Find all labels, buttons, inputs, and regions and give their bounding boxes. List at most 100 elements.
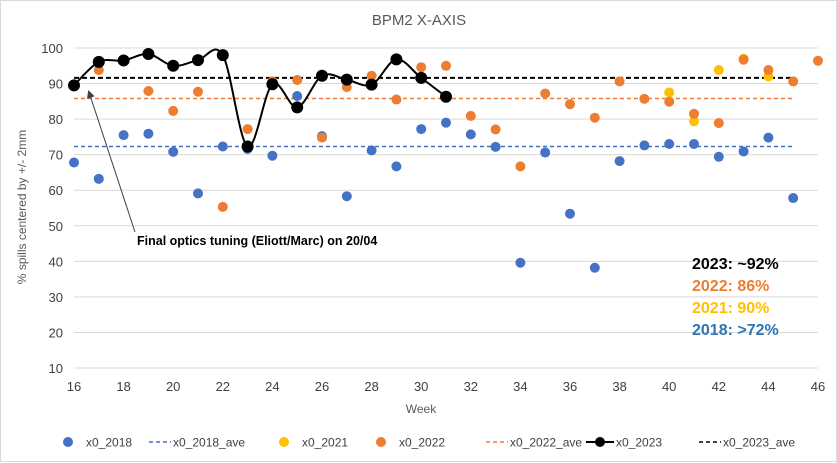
x0-2018-point <box>118 130 129 141</box>
x-tick-label: 34 <box>513 379 527 394</box>
x0-2022-point <box>515 161 526 172</box>
x0-2018-point <box>763 132 774 143</box>
x0-2023-point <box>390 53 403 66</box>
x0-2022-point <box>664 96 675 107</box>
x0-2022-point <box>143 86 154 97</box>
x-tick-label: 28 <box>364 379 378 394</box>
x0-2018-point <box>366 145 377 156</box>
x0-2018-point <box>565 208 575 219</box>
legend-swatch-x0-2018 <box>63 437 73 447</box>
x0-2021-point <box>689 116 699 127</box>
x0-2018-point <box>217 141 228 152</box>
average-lines <box>74 76 794 148</box>
x0-2018-point <box>713 151 724 162</box>
x0-2018-point <box>416 124 427 135</box>
x0-2023-point <box>167 59 180 72</box>
x0-2022-point <box>217 201 228 212</box>
x-tick-label: 40 <box>662 379 676 394</box>
x0-2022-point <box>639 93 650 104</box>
stat-label: 2022: 86% <box>692 278 769 295</box>
x0-2022-point <box>465 110 476 121</box>
y-tick-label: 20 <box>49 325 63 340</box>
x0-2022-point <box>292 75 303 85</box>
x0-2023-point <box>291 101 304 114</box>
x0-2023-point <box>316 69 328 82</box>
x0-2018-point <box>639 140 650 151</box>
data-markers <box>68 48 823 273</box>
stat-label: 2023: ~92% <box>692 256 779 273</box>
x0-2022-point <box>713 118 724 129</box>
x-tick-label: 24 <box>265 379 279 394</box>
y-tick-label: 80 <box>49 112 63 127</box>
x-tick-label: 46 <box>811 379 825 394</box>
chart-title: BPM2 X-AXIS <box>372 12 466 29</box>
x0-2022-point <box>589 112 600 123</box>
annotation: Final optics tuning (Eliott/Marc) on 20/… <box>86 90 377 248</box>
x0-2021-point <box>664 87 675 98</box>
x0-2023-point <box>117 54 130 67</box>
x0-2022-point <box>441 60 451 71</box>
x0-2022-point <box>416 62 427 73</box>
stat-label: 2018: >72% <box>692 322 779 339</box>
y-axis-label: % spills centered by +/- 2mm <box>15 130 29 284</box>
x-axis-label: Week <box>406 402 437 416</box>
x0-2023-line <box>73 48 447 148</box>
x-tick-label: 42 <box>712 379 726 394</box>
x0-2018-point <box>69 157 79 168</box>
x0-2022-point <box>317 132 327 143</box>
tick-labels: 10 20 30 40 50 60 70 80 90 100 16 18 20 22 24 26 28 30 32 3… <box>41 41 825 394</box>
x-tick-label: 18 <box>116 379 130 394</box>
y-tick-label: 100 <box>41 41 63 56</box>
x0-2018-point <box>465 129 476 140</box>
series-lines <box>73 48 447 148</box>
x0-2018-point <box>788 193 799 204</box>
legend: x0_2018 x0_2018_ave x0_2021 x0_2022 x0_2022_… <box>63 436 795 450</box>
x0-2018-point <box>738 146 749 157</box>
y-tick-label: 40 <box>49 254 63 269</box>
x0-2023-point <box>415 71 428 84</box>
legend-label: x0_2023 <box>616 436 662 450</box>
x-tick-label: 26 <box>315 379 329 394</box>
y-tick-label: 50 <box>49 219 63 234</box>
stats-box: 2023: ~92% 2022: 86% 2021: 90% 2018: >72% <box>692 256 779 339</box>
x0-2022-point <box>193 86 203 97</box>
legend-label: x0_2018 <box>86 436 132 450</box>
x0-2023-point <box>340 73 353 86</box>
x0-2022-point <box>366 70 377 81</box>
annotation-arrow <box>86 90 136 233</box>
legend-label: x0_2023_ave <box>723 436 795 450</box>
stat-label: 2021: 90% <box>692 300 769 317</box>
x0-2023-point <box>142 48 155 61</box>
legend-label: x0_2018_ave <box>173 436 245 450</box>
x-tick-label: 44 <box>761 379 775 394</box>
x-tick-label: 22 <box>216 379 230 394</box>
x0-2022-point <box>490 124 501 135</box>
y-tick-label: 70 <box>49 148 63 163</box>
x0-2018-point <box>193 188 203 199</box>
x0-2023-point <box>241 140 254 153</box>
x0-2022-point <box>540 88 551 99</box>
x0-2018-point <box>168 146 179 157</box>
legend-label: x0_2022_ave <box>510 436 582 450</box>
x0-2022-point <box>813 55 823 66</box>
x0-2018-point <box>490 141 501 152</box>
x-tick-label: 20 <box>166 379 180 394</box>
x0-2018-point <box>441 117 451 128</box>
legend-swatch-x0-2021 <box>279 437 289 447</box>
x-tick-label: 36 <box>563 379 577 394</box>
annotation-text: Final optics tuning (Eliott/Marc) on 20/… <box>137 234 377 248</box>
x0-2023-point <box>365 78 378 91</box>
y-tick-label: 30 <box>49 290 63 305</box>
x0-2023-point <box>216 49 229 62</box>
legend-label: x0_2022 <box>399 436 445 450</box>
x-tick-label: 32 <box>464 379 478 394</box>
x0-2022-point <box>93 65 104 76</box>
x0-2022-point <box>565 99 575 110</box>
x0-2018-point <box>267 150 278 161</box>
x0-2023-point <box>266 78 279 91</box>
x0-2022-point <box>738 54 749 65</box>
x-tick-label: 38 <box>612 379 626 394</box>
legend-swatch-x0-2022 <box>376 437 386 447</box>
